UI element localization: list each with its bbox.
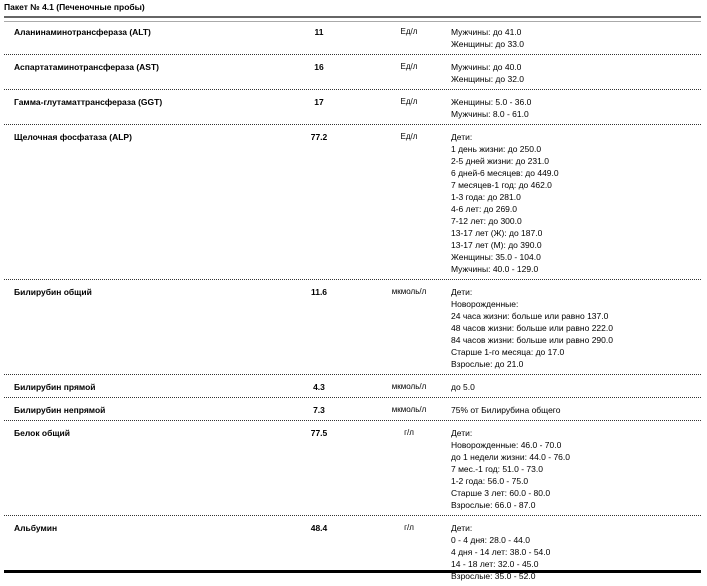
reference-line: Новорожденные: 46.0 - 70.0 xyxy=(451,440,562,450)
reference-line: 48 часов жизни: больше или равно 222.0 xyxy=(451,323,613,333)
reference-range: Дети: Новорожденные: 24 часа жизни: больше… xyxy=(451,286,701,370)
reference-line: до 1 недели жизни: 44.0 - 76.0 xyxy=(451,452,570,462)
test-name: Билирубин непрямой xyxy=(14,405,106,415)
test-value: 17 xyxy=(314,97,324,107)
result-row: Билирубин прямой 4.3 мкмоль/л до 5.0 xyxy=(4,375,701,398)
reference-line: 2-5 дней жизни: до 231.0 xyxy=(451,156,549,166)
reference-line: Мужчины: 40.0 - 129.0 xyxy=(451,264,539,274)
reference-line: 6 дней-6 месяцев: до 449.0 xyxy=(451,168,559,178)
reference-line: 84 часов жизни: больше или равно 290.0 xyxy=(451,335,613,345)
reference-line: 0 - 4 дня: 28.0 - 44.0 xyxy=(451,535,530,545)
reference-line: 13-17 лет (Ж): до 187.0 xyxy=(451,228,543,238)
reference-line: 1 день жизни: до 250.0 xyxy=(451,144,542,154)
test-value: 11 xyxy=(314,27,324,37)
result-row: Билирубин непрямой 7.3 мкмоль/л 75% от Били… xyxy=(4,398,701,421)
test-unit: мкмоль/л xyxy=(391,405,427,414)
result-row: Гамма-глутаматтрансфераза (GGT) 17 Ед/л Жен… xyxy=(4,90,701,125)
reference-line: Взрослые: 66.0 - 87.0 xyxy=(451,500,536,510)
test-value: 7.3 xyxy=(313,405,325,415)
test-value: 48.4 xyxy=(310,523,328,533)
reference-line: 7-12 лет: до 300.0 xyxy=(451,216,522,226)
result-row: Белок общий 77.5 г/л Дети: Новорожденные: 46… xyxy=(4,421,701,516)
reference-line: 4-6 лет: до 269.0 xyxy=(451,204,517,214)
reference-range: до 5.0 xyxy=(451,381,701,393)
reference-line: 7 мес.-1 год: 51.0 - 73.0 xyxy=(451,464,543,474)
reference-line: Мужчины: 8.0 - 61.0 xyxy=(451,109,529,119)
test-name: Аспартатаминотрансфераза (AST) xyxy=(14,62,159,72)
reference-line: 24 часа жизни: больше или равно 137.0 xyxy=(451,311,609,321)
reference-line: 1-2 года: 56.0 - 75.0 xyxy=(451,476,529,486)
reference-range: Мужчины: до 41.0 Женщины: до 33.0 xyxy=(451,26,701,50)
test-name: Билирубин прямой xyxy=(14,382,96,392)
reference-line: до 5.0 xyxy=(451,382,475,392)
test-name: Билирубин общий xyxy=(14,287,92,297)
test-unit: Ед/л xyxy=(400,27,418,36)
result-row: Аспартатаминотрансфераза (AST) 16 Ед/л Мужч… xyxy=(4,55,701,90)
reference-line: Старше 3 лет: 60.0 - 80.0 xyxy=(451,488,551,498)
header-rule xyxy=(4,16,701,22)
reference-line: Женщины: 35.0 - 104.0 xyxy=(451,252,541,262)
reference-range: Дети: 0 - 4 дня: 28.0 - 44.0 4 дня - 14 ле… xyxy=(451,522,701,582)
reference-line: Новорожденные: xyxy=(451,299,519,309)
result-row: Билирубин общий 11.6 мкмоль/л Дети: Новорожд… xyxy=(4,280,701,375)
reference-line: Дети: xyxy=(451,523,473,533)
result-row: Аланинаминотрансфераза (ALT) 11 Ед/л Мужчин… xyxy=(4,20,701,55)
reference-range: Дети: 1 день жизни: до 250.0 2-5 дней жизн… xyxy=(451,131,701,275)
test-unit: г/л xyxy=(404,428,414,437)
test-name: Гамма-глутаматтрансфераза (GGT) xyxy=(14,97,163,107)
reference-line: Взрослые: до 21.0 xyxy=(451,359,524,369)
reference-range: Мужчины: до 40.0 Женщины: до 32.0 xyxy=(451,61,701,85)
test-value: 16 xyxy=(314,62,324,72)
reference-line: Женщины: до 32.0 xyxy=(451,74,525,84)
test-name: Альбумин xyxy=(14,523,58,533)
reference-line: Мужчины: до 40.0 xyxy=(451,62,522,72)
reference-range: Женщины: 5.0 - 36.0 Мужчины: 8.0 - 61.0 xyxy=(451,96,701,120)
reference-range: Дети: Новорожденные: 46.0 - 70.0 до 1 неде… xyxy=(451,427,701,511)
test-name: Белок общий xyxy=(14,428,70,438)
reference-line: Мужчины: до 41.0 xyxy=(451,27,522,37)
test-unit: г/л xyxy=(404,523,414,532)
result-row: Альбумин 48.4 г/л Дети: 0 - 4 дня: 28.0 - 44… xyxy=(4,516,701,586)
result-row: Щелочная фосфатаза (ALP) 77.2 Ед/л Дети: 1 д… xyxy=(4,125,701,280)
test-unit: мкмоль/л xyxy=(391,287,427,296)
test-value: 11.6 xyxy=(310,287,328,297)
results-table: Аланинаминотрансфераза (ALT) 11 Ед/л Мужчин… xyxy=(4,20,701,586)
reference-line: Дети: xyxy=(451,287,473,297)
reference-line: Женщины: 5.0 - 36.0 xyxy=(451,97,532,107)
test-name: Щелочная фосфатаза (ALP) xyxy=(14,132,132,142)
reference-line: 13-17 лет (М): до 390.0 xyxy=(451,240,542,250)
packet-title: Пакет № 4.1 (Печеночные пробы) xyxy=(4,2,145,12)
test-value: 4.3 xyxy=(313,382,325,392)
reference-line: Дети: xyxy=(451,132,473,142)
reference-line: Старше 1-го месяца: до 17.0 xyxy=(451,347,565,357)
bottom-rule xyxy=(4,570,701,573)
reference-line: 14 - 18 лет: 32.0 - 45.0 xyxy=(451,559,539,569)
reference-line: 7 месяцев-1 год: до 462.0 xyxy=(451,180,552,190)
test-value: 77.5 xyxy=(310,428,328,438)
test-name: Аланинаминотрансфераза (ALT) xyxy=(14,27,151,37)
reference-line: 1-3 года: до 281.0 xyxy=(451,192,521,202)
reference-line: Дети: xyxy=(451,428,473,438)
reference-line: 4 дня - 14 лет: 38.0 - 54.0 xyxy=(451,547,551,557)
reference-line: Женщины: до 33.0 xyxy=(451,39,525,49)
reference-line: 75% от Билирубина общего xyxy=(451,405,561,415)
reference-range: 75% от Билирубина общего xyxy=(451,404,701,416)
test-unit: Ед/л xyxy=(400,62,418,71)
test-value: 77.2 xyxy=(310,132,328,142)
test-unit: Ед/л xyxy=(400,132,418,141)
test-unit: мкмоль/л xyxy=(391,382,427,391)
test-unit: Ед/л xyxy=(400,97,418,106)
